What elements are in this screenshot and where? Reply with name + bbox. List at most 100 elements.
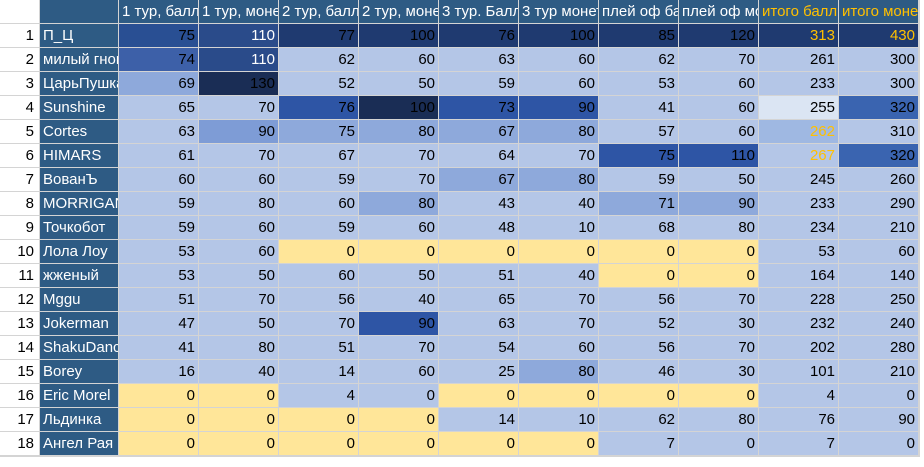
- score-cell[interactable]: 300: [839, 48, 919, 72]
- row-number[interactable]: 12: [0, 288, 40, 312]
- player-name-cell[interactable]: милый гном: [40, 48, 119, 72]
- score-cell[interactable]: 0: [359, 384, 439, 408]
- score-cell[interactable]: 60: [199, 168, 279, 192]
- score-cell[interactable]: 51: [439, 264, 519, 288]
- score-cell[interactable]: 101: [759, 360, 839, 384]
- row-number[interactable]: 9: [0, 216, 40, 240]
- score-cell[interactable]: 0: [359, 408, 439, 432]
- player-name-cell[interactable]: Mggu: [40, 288, 119, 312]
- column-header[interactable]: 1 тур, баллы: [119, 0, 199, 24]
- score-cell[interactable]: 250: [839, 288, 919, 312]
- score-cell[interactable]: 0: [519, 432, 599, 456]
- score-cell[interactable]: 60: [679, 96, 759, 120]
- score-cell[interactable]: 60: [359, 360, 439, 384]
- column-header[interactable]: 3 тур монеты: [519, 0, 599, 24]
- score-cell[interactable]: 80: [679, 216, 759, 240]
- row-number[interactable]: 18: [0, 432, 40, 456]
- score-cell[interactable]: 0: [679, 240, 759, 264]
- column-header[interactable]: 2 тур, баллы: [279, 0, 359, 24]
- score-cell[interactable]: 51: [279, 336, 359, 360]
- row-number[interactable]: 17: [0, 408, 40, 432]
- score-cell[interactable]: 210: [839, 216, 919, 240]
- score-cell[interactable]: 67: [439, 120, 519, 144]
- score-cell[interactable]: 76: [279, 96, 359, 120]
- column-header[interactable]: итого баллы: [759, 0, 839, 24]
- score-cell[interactable]: 53: [119, 240, 199, 264]
- score-cell[interactable]: 164: [759, 264, 839, 288]
- score-cell[interactable]: 60: [359, 48, 439, 72]
- row-number[interactable]: 6: [0, 144, 40, 168]
- score-cell[interactable]: 40: [359, 288, 439, 312]
- column-header[interactable]: плей оф баллы: [599, 0, 679, 24]
- score-cell[interactable]: 232: [759, 312, 839, 336]
- score-cell[interactable]: 10: [519, 408, 599, 432]
- player-name-cell[interactable]: HIMARS: [40, 144, 119, 168]
- score-cell[interactable]: 56: [599, 288, 679, 312]
- score-cell[interactable]: 41: [599, 96, 679, 120]
- column-header[interactable]: 1 тур, монеты: [199, 0, 279, 24]
- score-cell[interactable]: 69: [119, 72, 199, 96]
- score-cell[interactable]: 75: [279, 120, 359, 144]
- score-cell[interactable]: 70: [679, 336, 759, 360]
- score-cell[interactable]: 255: [759, 96, 839, 120]
- row-number[interactable]: 15: [0, 360, 40, 384]
- score-cell[interactable]: 60: [199, 240, 279, 264]
- score-cell[interactable]: 53: [759, 240, 839, 264]
- score-cell[interactable]: 90: [679, 192, 759, 216]
- score-cell[interactable]: 0: [679, 432, 759, 456]
- score-cell[interactable]: 75: [119, 24, 199, 48]
- row-number[interactable]: 3: [0, 72, 40, 96]
- score-cell[interactable]: 310: [839, 120, 919, 144]
- score-cell[interactable]: 0: [519, 384, 599, 408]
- score-cell[interactable]: 80: [359, 120, 439, 144]
- score-cell[interactable]: 60: [279, 264, 359, 288]
- score-cell[interactable]: 59: [119, 216, 199, 240]
- score-cell[interactable]: 60: [519, 72, 599, 96]
- score-cell[interactable]: 0: [439, 432, 519, 456]
- score-cell[interactable]: 70: [359, 144, 439, 168]
- column-header[interactable]: плей оф монеты: [679, 0, 759, 24]
- score-cell[interactable]: 60: [679, 120, 759, 144]
- score-cell[interactable]: 59: [279, 168, 359, 192]
- score-cell[interactable]: 59: [439, 72, 519, 96]
- score-cell[interactable]: 60: [359, 216, 439, 240]
- score-cell[interactable]: 59: [279, 216, 359, 240]
- score-cell[interactable]: 50: [199, 264, 279, 288]
- score-cell[interactable]: 10: [519, 216, 599, 240]
- score-cell[interactable]: 260: [839, 168, 919, 192]
- score-cell[interactable]: 85: [599, 24, 679, 48]
- score-cell[interactable]: 14: [439, 408, 519, 432]
- player-name-cell[interactable]: Точкобот: [40, 216, 119, 240]
- score-cell[interactable]: 56: [279, 288, 359, 312]
- player-name-cell[interactable]: П_Ц: [40, 24, 119, 48]
- score-cell[interactable]: 80: [199, 336, 279, 360]
- player-name-cell[interactable]: ВованЪ: [40, 168, 119, 192]
- score-cell[interactable]: 70: [199, 96, 279, 120]
- score-cell[interactable]: 0: [359, 240, 439, 264]
- score-cell[interactable]: 40: [199, 360, 279, 384]
- score-cell[interactable]: 100: [359, 96, 439, 120]
- score-cell[interactable]: 47: [119, 312, 199, 336]
- score-cell[interactable]: 67: [439, 168, 519, 192]
- score-cell[interactable]: 50: [679, 168, 759, 192]
- score-cell[interactable]: 52: [599, 312, 679, 336]
- player-name-cell[interactable]: Borey: [40, 360, 119, 384]
- score-cell[interactable]: 25: [439, 360, 519, 384]
- row-number[interactable]: 2: [0, 48, 40, 72]
- score-cell[interactable]: 16: [119, 360, 199, 384]
- score-cell[interactable]: 65: [439, 288, 519, 312]
- player-name-cell[interactable]: жженый: [40, 264, 119, 288]
- score-cell[interactable]: 261: [759, 48, 839, 72]
- score-cell[interactable]: 51: [119, 288, 199, 312]
- score-cell[interactable]: 59: [599, 168, 679, 192]
- score-cell[interactable]: 0: [279, 240, 359, 264]
- score-cell[interactable]: 14: [279, 360, 359, 384]
- score-cell[interactable]: 46: [599, 360, 679, 384]
- score-cell[interactable]: 0: [279, 408, 359, 432]
- score-cell[interactable]: 0: [599, 384, 679, 408]
- score-cell[interactable]: 61: [119, 144, 199, 168]
- score-cell[interactable]: 53: [599, 72, 679, 96]
- row-number[interactable]: 13: [0, 312, 40, 336]
- score-cell[interactable]: 76: [759, 408, 839, 432]
- score-cell[interactable]: 80: [199, 192, 279, 216]
